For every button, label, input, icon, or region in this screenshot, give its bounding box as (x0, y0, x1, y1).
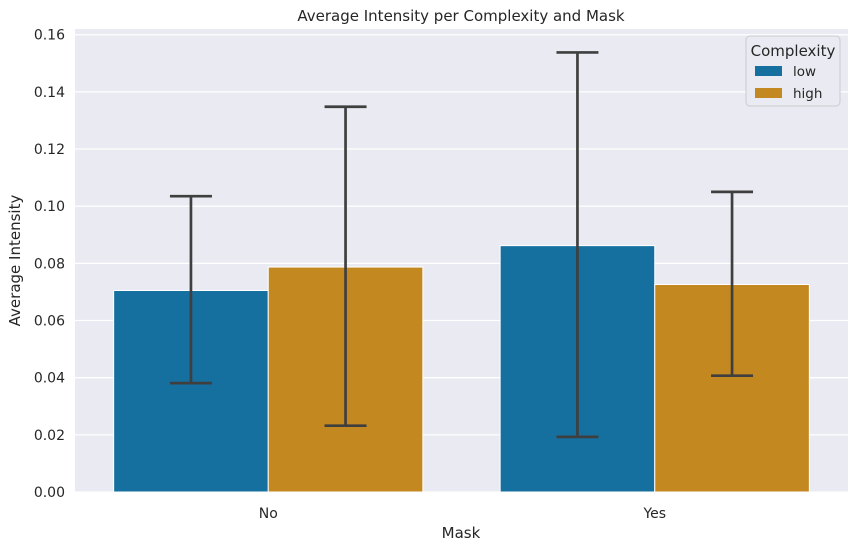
legend-items: low high (755, 64, 822, 102)
y-tick-label: 0.00 (34, 485, 65, 501)
y-tick-label: 0.02 (34, 428, 65, 444)
y-tick-label: 0.04 (34, 371, 65, 387)
error-bar-high-yes (711, 190, 754, 378)
y-axis-title: Average Intensity (6, 195, 24, 327)
error-bars (169, 51, 754, 439)
chart-title: Average Intensity per Complexity and Mas… (297, 7, 625, 25)
legend-swatch-high (755, 88, 782, 98)
y-tick-label: 0.16 (34, 28, 65, 44)
legend-title: Complexity (751, 42, 836, 60)
x-axis-ticks: No Yes (259, 506, 666, 522)
error-bar-high-no (324, 105, 367, 428)
y-tick-label: 0.08 (34, 256, 65, 272)
y-tick-label: 0.10 (34, 199, 65, 215)
y-axis-ticks: 0.00 0.02 0.04 0.06 0.08 0.10 0.12 0.14 0.16 (34, 28, 65, 501)
y-tick-label: 0.14 (34, 85, 65, 101)
legend-swatch-low (755, 66, 782, 76)
legend-label-low: low (793, 64, 816, 80)
y-tick-label: 0.06 (34, 314, 65, 330)
x-tick-label: No (259, 506, 278, 522)
x-tick-label: Yes (642, 506, 666, 522)
error-bar-low-yes (556, 51, 599, 439)
x-axis-title: Mask (442, 524, 481, 542)
legend: Complexity low high (745, 35, 841, 107)
y-tick-label: 0.12 (34, 142, 65, 158)
error-bar-low-no (169, 194, 212, 385)
legend-label-high: high (793, 86, 822, 102)
